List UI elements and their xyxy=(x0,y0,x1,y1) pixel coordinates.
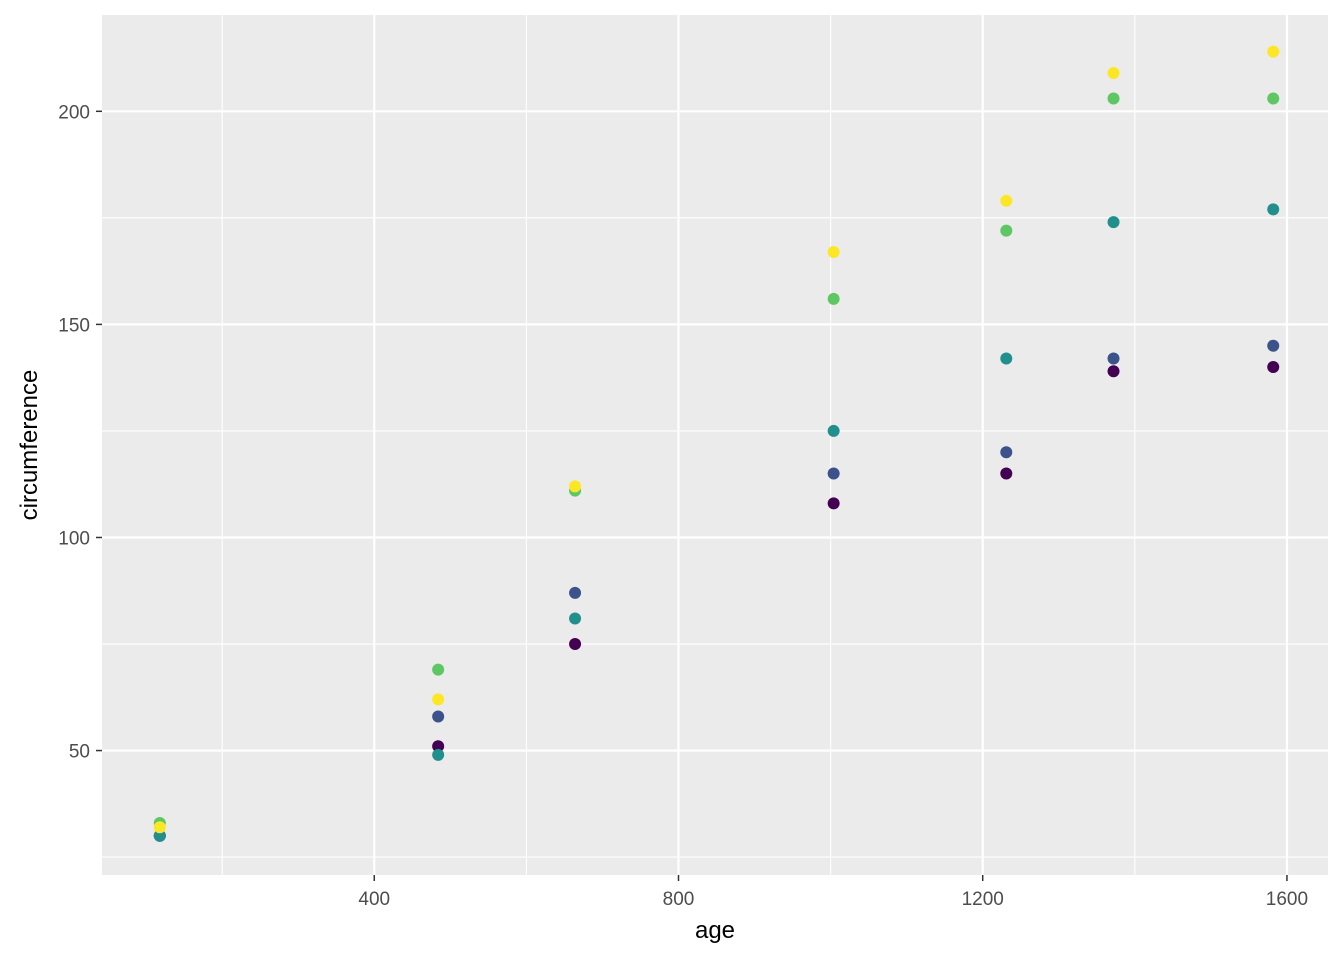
data-point xyxy=(1267,361,1280,374)
data-points xyxy=(153,45,1280,842)
y-axis-ticks: 50 100 150 200 xyxy=(58,102,102,763)
data-point xyxy=(1000,224,1013,237)
data-point xyxy=(827,424,840,437)
y-tick-label: 200 xyxy=(58,102,90,123)
series-3 xyxy=(153,203,1280,842)
data-point xyxy=(432,693,445,706)
data-point xyxy=(827,292,840,305)
plot-panel xyxy=(102,15,1328,875)
data-point xyxy=(569,612,582,625)
x-tick-label: 800 xyxy=(663,889,695,910)
data-point xyxy=(569,480,582,493)
data-point xyxy=(1107,216,1120,229)
data-point xyxy=(432,663,445,676)
x-axis-title: age xyxy=(695,917,735,944)
data-point xyxy=(569,586,582,599)
data-point xyxy=(1267,92,1280,105)
data-point xyxy=(1267,339,1280,352)
data-point xyxy=(432,740,445,753)
y-axis-title: circumference xyxy=(16,370,43,521)
data-point xyxy=(1000,194,1013,207)
data-point xyxy=(1107,352,1120,365)
series-5 xyxy=(153,45,1280,834)
x-tick-label: 1200 xyxy=(962,889,1004,910)
data-point xyxy=(827,245,840,258)
data-point xyxy=(1000,446,1013,459)
y-tick-label: 150 xyxy=(58,315,90,336)
data-point xyxy=(1267,45,1280,58)
data-point xyxy=(827,467,840,480)
x-axis-ticks: 400 800 1200 1600 xyxy=(358,875,1308,910)
data-point xyxy=(1107,92,1120,105)
data-point xyxy=(569,638,582,651)
data-point xyxy=(153,821,166,834)
y-tick-label: 50 xyxy=(69,742,90,763)
data-point xyxy=(432,710,445,723)
data-point xyxy=(432,748,445,761)
data-point xyxy=(1000,352,1013,365)
data-point xyxy=(1107,365,1120,378)
data-point xyxy=(827,497,840,510)
data-point xyxy=(153,829,166,842)
data-point xyxy=(1107,66,1120,79)
x-tick-label: 1600 xyxy=(1266,889,1308,910)
x-tick-label: 400 xyxy=(358,889,390,910)
data-point xyxy=(1000,467,1013,480)
data-point xyxy=(1267,203,1280,216)
y-tick-label: 100 xyxy=(58,528,90,549)
major-gridlines xyxy=(102,15,1328,875)
minor-gridlines xyxy=(102,15,1328,875)
